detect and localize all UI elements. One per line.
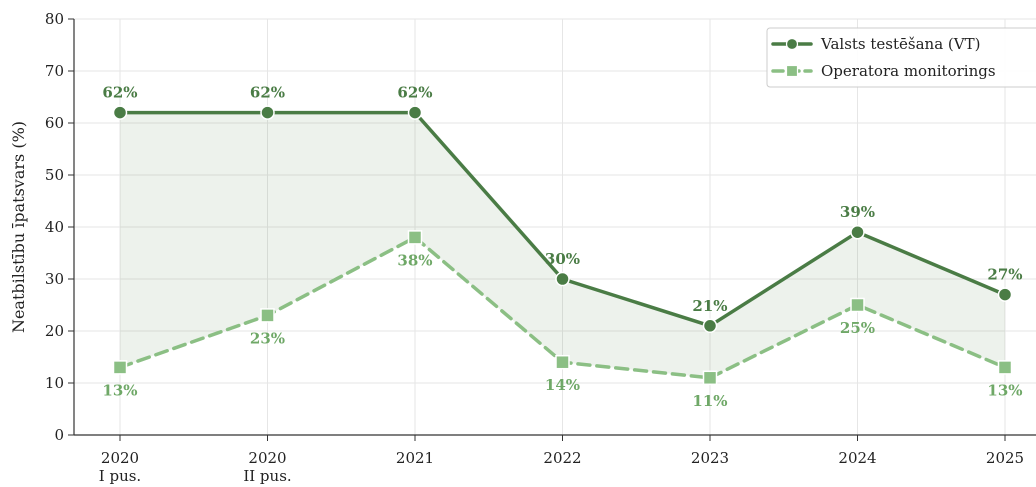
x-tick-label: 2021 — [396, 449, 434, 467]
x-tick-label: 2022 — [543, 449, 581, 467]
fill-between-polygon — [120, 112, 1005, 378]
monitoring-point — [997, 360, 1013, 375]
monitoring-point — [702, 370, 718, 386]
y-tick-label: 80 — [45, 10, 64, 28]
x-tick-label: 2023 — [691, 449, 729, 467]
y-tick-label: 70 — [45, 62, 64, 80]
vt-data-label: 62% — [250, 84, 285, 102]
vt-point — [997, 287, 1013, 302]
monitoring-data-label: 25% — [840, 319, 875, 337]
vt-point — [260, 105, 275, 120]
vt-point — [407, 105, 423, 120]
y-tick-label: 50 — [45, 166, 64, 184]
monitoring-point — [850, 297, 865, 313]
monitoring-data-label: 11% — [692, 392, 727, 410]
legend: Valsts testēšana (VT) Operatora monitorin… — [766, 27, 1036, 88]
legend-frame — [766, 27, 1036, 88]
legend-marker-monitoring — [785, 64, 799, 78]
y-tick-label: 10 — [45, 374, 64, 392]
monitoring-point — [260, 308, 275, 323]
y-tick-label: 30 — [45, 270, 64, 288]
vt-data-label: 62% — [102, 84, 137, 102]
legend-label-monitoring: Operatora monitorings — [821, 62, 996, 80]
y-tick-label: 40 — [45, 218, 64, 236]
x-tick-label: 2020 — [248, 449, 286, 467]
series-lines — [112, 105, 1013, 386]
monitoring-data-label: 13% — [987, 381, 1022, 399]
x-tick-label: 2025 — [986, 449, 1024, 467]
y-tick-label: 60 — [45, 114, 64, 132]
vt-data-label: 21% — [692, 297, 727, 315]
monitoring-data-label: 23% — [250, 329, 285, 347]
grid-lines — [74, 18, 1036, 436]
monitoring-point — [555, 354, 570, 370]
vt-point — [850, 224, 865, 240]
y-tick-label: 0 — [54, 426, 64, 444]
vt-data-label: 30% — [545, 250, 580, 268]
data-labels: 62% 62% 62% 30% 21% 39% 27% 13% 23% 38% 14% 11% 25% 1… — [102, 84, 1022, 410]
x-tick-label: 2020 — [101, 449, 139, 467]
legend-marker-vt — [785, 37, 799, 51]
monitoring-point — [407, 230, 423, 245]
monitoring-data-label: 38% — [397, 251, 432, 269]
x-tick-label: 2024 — [838, 449, 876, 467]
vt-data-label: 62% — [397, 84, 432, 102]
monitoring-point — [112, 360, 128, 375]
legend-label-vt: Valsts testēšana (VT) — [820, 35, 980, 53]
vt-data-label: 27% — [987, 266, 1022, 284]
x-tick-sublabel: I pus. — [99, 467, 141, 485]
vt-point — [112, 105, 128, 120]
fill-between-area — [120, 112, 1005, 378]
vt-point — [555, 271, 570, 287]
vt-point — [702, 318, 718, 334]
monitoring-data-label: 14% — [545, 376, 580, 394]
x-tick-sublabel: II pus. — [243, 467, 291, 485]
monitoring-data-label: 13% — [102, 381, 137, 399]
y-tick-label: 20 — [45, 322, 64, 340]
vt-data-label: 39% — [840, 203, 875, 221]
y-axis-title: Neatbilstību īpatsvars (%) — [9, 121, 28, 333]
